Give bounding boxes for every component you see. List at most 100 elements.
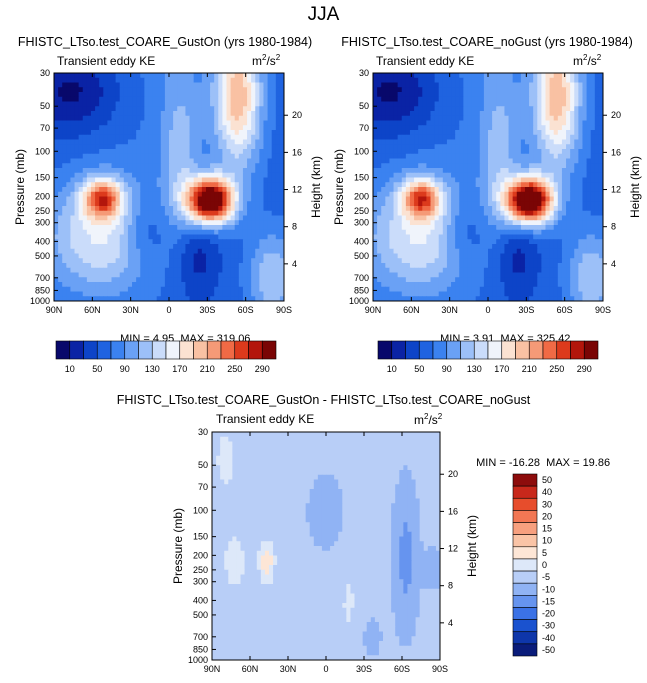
heatmap-cell [578, 206, 583, 212]
heatmap-cell [381, 92, 386, 98]
heatmap-cell [434, 153, 440, 159]
heatmap-cell [205, 187, 211, 193]
heatmap-cell [582, 134, 588, 140]
heatmap-cell [430, 130, 436, 136]
heatmap-cell [524, 125, 530, 131]
heatmap-cell [586, 182, 592, 188]
heatmap-cell [136, 144, 141, 150]
heatmap-cell [524, 77, 530, 83]
heatmap-cell [422, 225, 427, 231]
heatmap-cell [271, 206, 277, 212]
heatmap-cell [152, 191, 158, 197]
heatmap-cell [181, 158, 186, 164]
heatmap-cell [238, 177, 244, 183]
heatmap-cell [549, 244, 555, 250]
heatmap-cell [438, 153, 444, 159]
heatmap-cell [99, 77, 104, 83]
heatmap-cell [62, 277, 67, 283]
heatmap-cell [230, 220, 236, 226]
heatmap-cell [578, 220, 583, 226]
heatmap-cell [123, 125, 129, 131]
heatmap-cell [230, 177, 236, 183]
heatmap-cell [438, 77, 444, 83]
heatmap-cell [508, 206, 514, 212]
heatmap-cell [529, 177, 534, 183]
heatmap-cell [115, 215, 121, 221]
heatmap-cell [479, 92, 485, 98]
heatmap-cell [95, 115, 100, 121]
heatmap-cell [508, 234, 514, 240]
heatmap-cell [70, 220, 76, 226]
heatmap-cell [78, 130, 84, 136]
heatmap-cell [238, 286, 244, 292]
heatmap-cell [451, 77, 456, 83]
heatmap-cell [488, 168, 493, 174]
heatmap-cell [74, 106, 80, 112]
heatmap-cell [397, 234, 403, 240]
heatmap-cell [451, 253, 456, 259]
heatmap-cell [103, 201, 108, 207]
heatmap-cell [508, 82, 514, 88]
heatmap-cell [152, 187, 158, 193]
heatmap-cell [446, 111, 452, 117]
heatmap-cell [140, 191, 145, 197]
heatmap-cell [160, 149, 166, 155]
heatmap-cell [58, 149, 63, 155]
heatmap-cell [70, 149, 76, 155]
heatmap-cell [459, 172, 464, 178]
heatmap-cell [132, 101, 137, 107]
heatmap-cell [70, 111, 76, 117]
heatmap-cell [181, 296, 186, 302]
heatmap-cell [446, 153, 452, 159]
heatmap-cell [230, 187, 236, 193]
heatmap-cell [483, 234, 489, 240]
heatmap-cell [234, 244, 240, 250]
heatmap-cell [119, 149, 125, 155]
heatmap-cell [230, 244, 236, 250]
heatmap-cell [414, 92, 419, 98]
heatmap-cell [132, 182, 137, 188]
heatmap-cell [95, 182, 100, 188]
heatmap-cell [541, 125, 546, 131]
heatmap-cell [193, 163, 199, 169]
heatmap-cell [504, 234, 510, 240]
heatmap-cell [140, 291, 145, 297]
heatmap-cell [430, 158, 436, 164]
heatmap-cell [373, 215, 378, 221]
heatmap-cell [169, 149, 174, 155]
heatmap-cell [152, 229, 158, 235]
heatmap-cell [553, 130, 559, 136]
heatmap-cell [78, 96, 84, 102]
heatmap-cell [574, 111, 579, 117]
heatmap-cell [541, 73, 546, 79]
heatmap-cell [275, 153, 281, 159]
heatmap-cell [381, 158, 386, 164]
heatmap-cell [193, 263, 199, 269]
heatmap-cell [132, 206, 137, 212]
heatmap-cell [234, 177, 240, 183]
heatmap-cell [529, 248, 534, 254]
heatmap-cell [500, 163, 505, 169]
heatmap-cell [210, 258, 215, 264]
heatmap-cell [136, 253, 141, 259]
heatmap-cell [148, 96, 154, 102]
heatmap-cell [524, 220, 530, 226]
heatmap-cell [504, 125, 510, 131]
heatmap-cell [222, 220, 227, 226]
heatmap-cell [234, 120, 240, 126]
heatmap-cell [590, 248, 596, 254]
heatmap-cell [377, 120, 382, 126]
heatmap-cell [205, 168, 211, 174]
heatmap-cell [385, 220, 390, 226]
heatmap-cell [169, 92, 174, 98]
heatmap-cell [561, 158, 567, 164]
heatmap-cell [537, 172, 542, 178]
heatmap-cell [504, 201, 510, 207]
heatmap-cell [463, 168, 468, 174]
heatmap-cell [197, 234, 203, 240]
heatmap-cell [566, 248, 571, 254]
heatmap-cell [463, 130, 468, 136]
heatmap-cell [136, 225, 141, 231]
heatmap-cell [62, 177, 67, 183]
heatmap-cell [524, 87, 530, 93]
